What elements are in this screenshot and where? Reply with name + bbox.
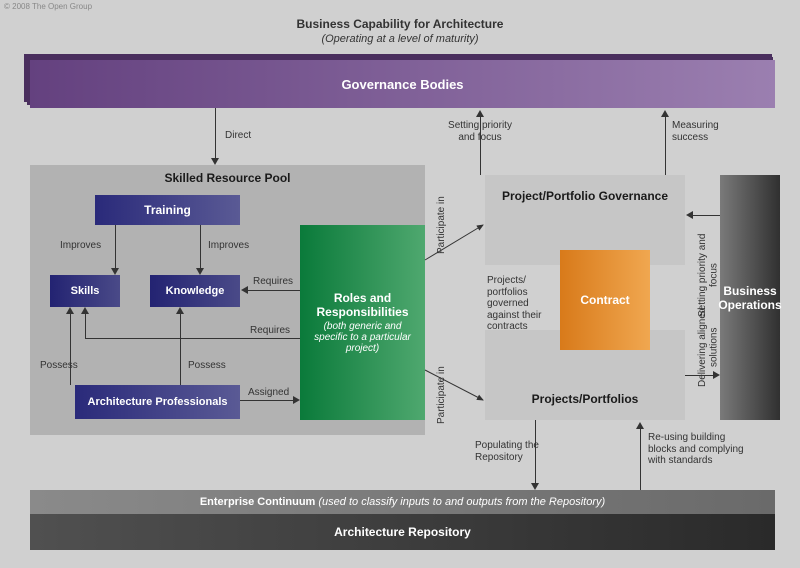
label-improves-2: Improves: [208, 240, 249, 252]
arrow-possess-sk-h: [66, 307, 74, 314]
arrow-reuse-h: [636, 422, 644, 429]
arrow-reuse: [640, 427, 641, 490]
arrow-req-sk-h: [85, 338, 300, 339]
label-possess-2: Possess: [188, 360, 226, 372]
business-operations-label: Business Operations: [718, 284, 781, 312]
roles-title: Roles and Responsibilities: [310, 291, 415, 319]
arrow-req-sk-v: [85, 312, 86, 338]
arrow-direct-head: [211, 158, 219, 165]
label-priority: Setting priority and focus: [440, 120, 520, 143]
arrow-improves-skills: [115, 225, 116, 270]
roles-box: Roles and Responsibilities (both generic…: [300, 225, 425, 420]
project-governance-label: Project/Portfolio Governance: [502, 189, 668, 203]
arrow-req-sk-head: [81, 307, 89, 314]
arch-professionals-label: Architecture Professionals: [88, 396, 228, 408]
arrow-bizops-gov-h: [686, 211, 693, 219]
label-possess-1: Possess: [40, 360, 78, 372]
arrow-possess-kn: [180, 312, 181, 385]
arrow-possess-sk: [70, 312, 71, 385]
arrow-req-kn-h: [241, 286, 248, 294]
label-improves-1: Improves: [60, 240, 101, 252]
roles-note: (both generic and specific to a particul…: [310, 321, 415, 354]
label-req-2: Requires: [250, 325, 290, 337]
training-box: Training: [95, 195, 240, 225]
arrow-assigned: [240, 400, 295, 401]
contract-box: Contract: [560, 250, 650, 350]
skills-label: Skills: [71, 285, 100, 297]
knowledge-box: Knowledge: [150, 275, 240, 307]
label-direct: Direct: [225, 130, 251, 142]
arrow-assigned-h: [293, 396, 300, 404]
label-assigned: Assigned: [248, 387, 289, 399]
label-deliver: Delivering aligned solutions: [697, 300, 720, 395]
label-participate-2: Participate in: [436, 360, 448, 430]
governance-bodies-label: Governance Bodies: [341, 77, 463, 92]
header-title: Business Capability for Architecture: [0, 18, 800, 32]
enterprise-continuum-box: Enterprise Continuum (used to classify i…: [30, 490, 775, 514]
projects-portfolios-label: Projects/Portfolios: [532, 392, 639, 406]
business-operations-box: Business Operations: [720, 175, 780, 420]
repository-label: Architecture Repository: [334, 525, 471, 539]
arrow-req-kn: [247, 290, 300, 291]
skilled-pool-title: Skilled Resource Pool: [164, 171, 290, 185]
skills-box: Skills: [50, 275, 120, 307]
knowledge-label: Knowledge: [166, 285, 225, 297]
arrow-possess-kn-h: [176, 307, 184, 314]
header-subtitle: (Operating at a level of maturity): [0, 33, 800, 46]
label-populate: Populating the Repository: [475, 440, 555, 463]
architecture-repository-box: Architecture Repository: [30, 514, 775, 550]
label-reuse: Re-using building blocks and complying w…: [648, 432, 753, 467]
arch-professionals-box: Architecture Professionals: [75, 385, 240, 419]
contracts-note: Projects/ portfolios governed against th…: [487, 275, 557, 333]
continuum-note: (used to classify inputs to and outputs …: [318, 496, 605, 508]
label-participate-1: Participate in: [436, 190, 448, 260]
training-label: Training: [144, 203, 191, 217]
arrow-populate-h: [531, 483, 539, 490]
arrow-improves-skills-h: [111, 268, 119, 275]
arrow-direct: [215, 108, 216, 160]
arrow-measure: [665, 115, 666, 175]
arrow-improves-kn: [200, 225, 201, 270]
arrow-measure-head: [661, 110, 669, 117]
copyright-text: © 2008 The Open Group: [4, 2, 92, 11]
diagram-stage: © 2008 The Open Group Business Capabilit…: [0, 0, 800, 568]
label-req-1: Requires: [253, 276, 293, 288]
contract-label: Contract: [580, 293, 629, 307]
arrow-priority-head: [476, 110, 484, 117]
arrow-improves-kn-h: [196, 268, 204, 275]
arrow-bizops-gov: [692, 215, 720, 216]
label-measure: Measuring success: [672, 120, 742, 143]
continuum-title: Enterprise Continuum: [200, 496, 319, 508]
governance-bodies: Governance Bodies: [30, 60, 775, 108]
